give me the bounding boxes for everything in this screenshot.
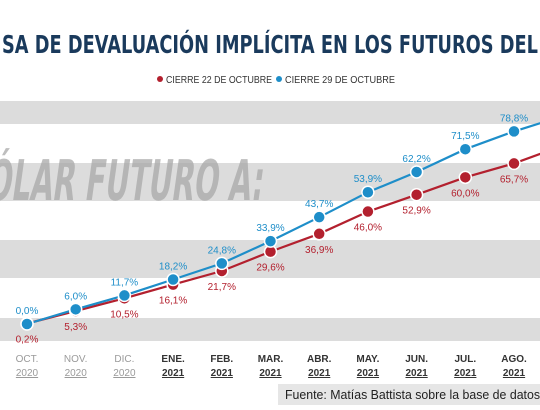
data-label-cierre-22: 29,6% [256,263,284,274]
title-bar [0,0,540,66]
data-label-cierre-29: 0,0% [16,306,39,317]
background-band [0,318,540,341]
x-tick-year: 2021 [211,368,234,379]
legend-marker-cierre-29 [276,76,282,82]
x-tick-month: MAY. [356,354,379,365]
x-tick-year: 2021 [308,368,331,379]
data-point-cierre-22 [312,227,326,241]
x-tick-year: 2021 [259,368,282,379]
data-label-cierre-22: 60,0% [451,188,479,199]
x-tick-month: MAR. [258,354,284,365]
data-label-cierre-29: 18,2% [159,262,187,273]
data-label-cierre-29: 53,9% [354,174,382,185]
series-lines [26,122,540,326]
data-label-cierre-22: 16,1% [159,296,187,307]
data-point-cierre-22 [458,170,473,185]
background-band [0,101,540,124]
x-tick-year: 2020 [16,368,39,379]
data-point-cierre-29 [166,272,180,287]
data-label-cierre-22: 10,5% [110,309,138,320]
data-label-cierre-29: 33,9% [256,223,284,234]
series-line-cierre-22 [26,152,540,325]
x-tick-month: AGO. [501,354,527,365]
data-point-cierre-22 [361,204,375,219]
x-tick-month: NOV. [64,354,88,365]
source-text: Fuente: Matías Battista sobre la base de… [285,387,540,402]
data-label-cierre-22: 36,9% [305,245,333,256]
data-point-cierre-29 [458,142,473,156]
data-point-cierre-29 [409,165,424,179]
data-point-cierre-22 [507,156,521,171]
x-tick-month: OCT. [16,354,39,365]
data-point-cierre-29 [117,288,132,303]
data-point-cierre-29 [215,256,229,271]
legend-label-cierre-22: CIERRE 22 DE OCTUBRE [166,75,272,86]
data-point-cierre-29 [312,210,326,224]
data-label-cierre-22: 46,0% [354,223,382,234]
data-label-cierre-29: 62,2% [402,154,430,165]
x-tick-year: 2021 [405,368,428,379]
x-tick-month: ENE. [161,354,185,365]
x-tick-month: DIC. [114,354,134,365]
series-points: 0,2% 5,3% 10,5% 16,1% 21,7% 29,6% 36,9% 46,0% 52… [16,113,529,346]
series-line-cierre-29 [26,122,540,326]
data-point-cierre-29 [263,234,278,248]
data-point-cierre-29 [20,317,34,331]
watermark-text: DÓLAR FUTURO A: [0,146,269,214]
data-label-cierre-29: 43,7% [305,199,333,210]
data-point-cierre-29 [507,124,521,139]
data-label-cierre-29: 78,8% [500,113,528,124]
data-label-cierre-22: 21,7% [208,282,236,293]
x-tick-year: 2021 [357,368,380,379]
x-tick-year: 2020 [65,368,88,379]
source-box [278,384,540,405]
data-label-cierre-29: 71,5% [451,131,479,142]
x-axis-ticks: OCT. 2020 NOV. 2020 DIC. 2020 ENE. 2021 FEB. 2021… [16,354,527,379]
chart-title: SA DE DEVALUACIÓN IMPLÍCITA EN LOS FUTUR… [2,29,538,59]
legend-label-cierre-29: CIERRE 29 DE OCTUBRE [285,75,395,86]
x-tick-month: JUN. [405,354,428,365]
data-label-cierre-29: 6,0% [64,291,87,302]
legend: CIERRE 22 DE OCTUBRE CIERRE 29 DE OCTUBR… [157,75,395,86]
data-label-cierre-22: 5,3% [64,322,87,333]
x-tick-year: 2021 [162,368,185,379]
data-label-cierre-29: 11,7% [111,277,139,288]
x-tick-year: 2020 [113,368,136,379]
background-bands [0,101,540,341]
data-point-cierre-29 [68,302,83,317]
data-point-cierre-22 [409,187,424,202]
x-tick-year: 2021 [503,368,526,379]
data-label-cierre-22: 0,2% [16,335,39,346]
legend-marker-cierre-22 [157,76,163,82]
x-tick-month: ABR. [307,354,332,365]
x-tick-year: 2021 [454,368,477,379]
x-tick-month: FEB. [210,354,233,365]
x-tick-month: JUL. [454,354,476,365]
data-label-cierre-29: 24,8% [208,245,236,256]
data-label-cierre-22: 52,9% [402,206,430,217]
data-point-cierre-29 [361,185,375,199]
data-label-cierre-22: 65,7% [500,174,528,185]
